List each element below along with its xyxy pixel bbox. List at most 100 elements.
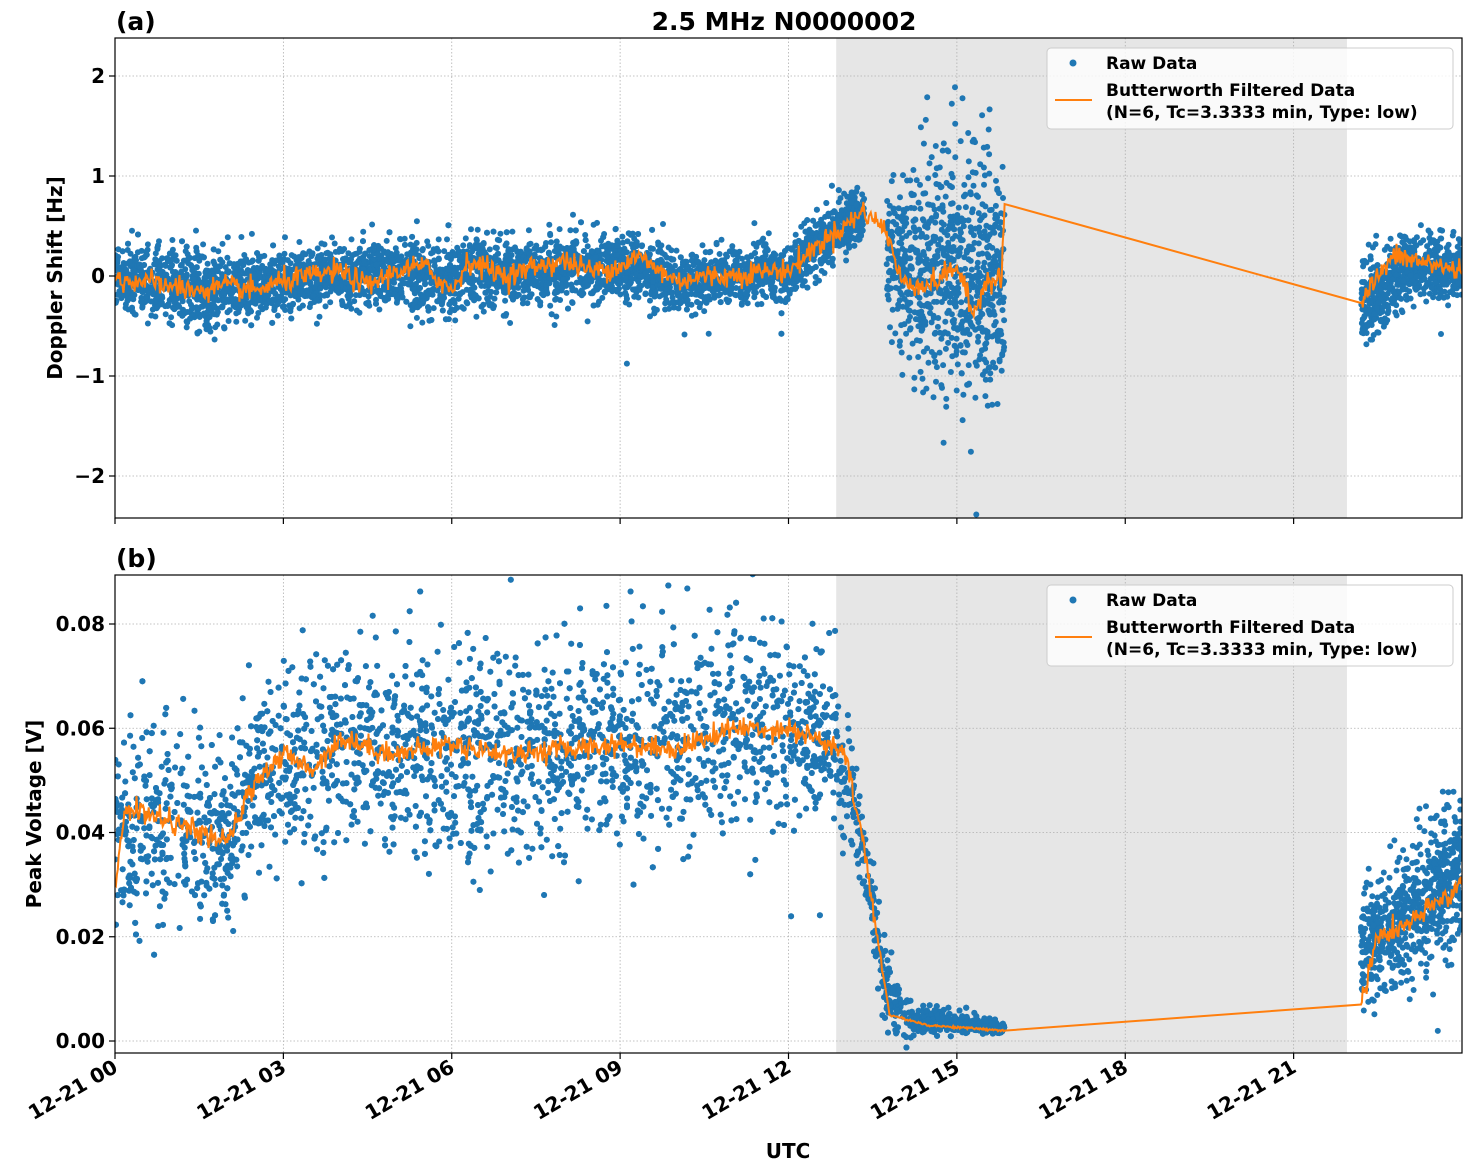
raw-data-point [493,289,499,295]
raw-data-point [760,236,766,242]
raw-data-point [314,321,320,327]
raw-data-point [373,301,379,307]
raw-data-point [148,313,154,319]
raw-data-point [660,221,666,227]
raw-data-point [757,278,763,284]
raw-data-point [548,239,554,245]
raw-data-point [532,278,538,284]
raw-data-point [761,243,767,249]
raw-data-point [514,248,520,254]
raw-data-point [373,262,379,268]
raw-data-point [377,290,383,296]
raw-data-point [224,255,230,261]
raw-data-point [169,237,175,243]
raw-data-point [211,246,217,252]
raw-data-point [783,280,789,286]
raw-data-point [366,303,372,309]
raw-data-point [212,324,218,330]
raw-data-point [714,241,720,247]
raw-data-point [163,311,169,317]
raw-data-point [135,232,141,238]
raw-data-point [766,230,772,236]
raw-data-point [600,234,606,240]
raw-data-point [714,259,720,265]
raw-data-point [184,244,190,250]
raw-data-point [705,295,711,301]
raw-data-point [269,320,275,326]
raw-data-point [670,299,676,305]
raw-data-point [503,252,509,258]
raw-data-point [249,231,255,237]
raw-data-point [376,307,382,313]
raw-data-point [737,292,743,298]
raw-data-point [227,307,233,313]
raw-data-point [622,290,628,296]
raw-data-point [647,298,653,304]
raw-data-point [836,212,842,218]
raw-data-point [464,299,470,305]
raw-data-point [813,264,819,270]
raw-data-point [199,254,205,260]
raw-data-point [614,238,620,244]
raw-data-point [258,304,264,310]
raw-data-point [339,248,345,254]
raw-data-point [733,249,739,255]
raw-data-point [212,337,218,343]
raw-data-point [804,217,810,223]
raw-data-point [431,305,437,311]
raw-data-point [799,240,805,246]
raw-data-point [366,247,372,253]
raw-data-point [220,241,226,247]
raw-data-point [451,268,457,274]
raw-data-point [666,245,672,251]
raw-data-point [165,301,171,307]
raw-data-point [717,251,723,257]
raw-data-point [443,316,449,322]
raw-data-point [585,243,591,249]
raw-data-point [623,275,629,281]
raw-data-point [288,260,294,266]
raw-data-point [463,235,469,241]
raw-data-point [300,303,306,309]
raw-data-point [809,230,815,236]
raw-data-point [535,296,541,302]
raw-data-point [282,296,288,302]
raw-data-point [838,195,844,201]
raw-data-point [798,224,804,230]
raw-data-point [768,286,774,292]
raw-data-point [778,331,784,337]
raw-data-point [133,257,139,263]
raw-data-point [639,243,645,249]
raw-data-point [461,306,467,312]
raw-data-point [674,248,680,254]
raw-data-point [663,281,669,287]
raw-data-point [682,332,688,338]
raw-data-point [219,304,225,310]
raw-data-point [471,285,477,291]
raw-data-point [125,241,131,247]
raw-data-point [127,258,133,264]
raw-data-point [811,257,817,263]
chart-title: 2.5 MHz N0000002 [652,7,917,36]
raw-data-point [205,261,211,267]
raw-data-point [428,250,434,256]
raw-data-point [402,236,408,242]
raw-data-point [602,289,608,295]
raw-data-point [723,252,729,258]
raw-data-point [856,237,862,243]
raw-data-point [189,267,195,273]
raw-data-point [816,278,822,284]
raw-data-point [277,254,283,260]
raw-data-point [412,290,418,296]
raw-data-point [468,226,474,232]
raw-data-point [613,226,619,232]
raw-data-point [281,303,287,309]
raw-data-point [475,227,481,233]
raw-data-point [751,220,757,226]
raw-data-point [226,318,232,324]
raw-data-point [203,268,209,274]
raw-data-point [803,229,809,235]
raw-data-point [836,187,842,193]
raw-data-point [739,300,745,306]
raw-data-point [793,232,799,238]
